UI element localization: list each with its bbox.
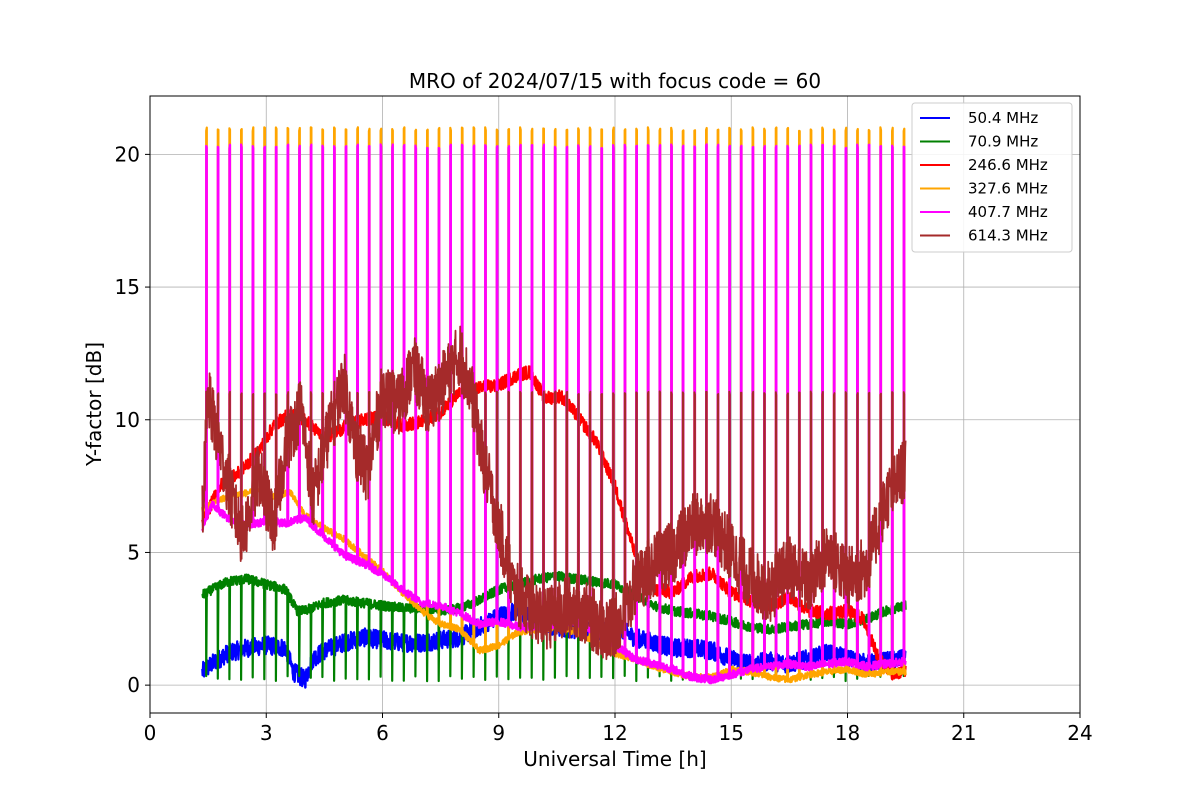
- legend-label: 70.9 MHz: [968, 133, 1038, 151]
- x-axis-label: Universal Time [h]: [523, 747, 706, 771]
- axes-frame: [149, 95, 1081, 714]
- legend-label: 614.3 MHz: [968, 227, 1048, 245]
- x-tick-label: 21: [951, 721, 976, 745]
- y-tick-label: 0: [127, 673, 140, 697]
- x-tick-label: 3: [260, 721, 273, 745]
- y-tick-label: 5: [127, 540, 140, 564]
- legend-box: [911, 102, 1073, 253]
- legend-label: 327.6 MHz: [968, 180, 1048, 198]
- x-tick-label: 18: [835, 721, 860, 745]
- legend: 50.4 MHz 70.9 MHz 246.6 MHz 327.6 MHz 40…: [911, 102, 1073, 253]
- y-tick-label: 20: [115, 142, 140, 166]
- x-tick-label: 6: [376, 721, 389, 745]
- plot-area: [201, 126, 907, 689]
- axis-ticks: 0 3 6 9 12 15 18 21 24 0 5 10 15 20: [115, 142, 1093, 745]
- y-tick-label: 15: [115, 275, 140, 299]
- x-tick-label: 24: [1067, 721, 1092, 745]
- x-tick-label: 15: [719, 721, 744, 745]
- x-tick-label: 9: [492, 721, 505, 745]
- y-tick-label: 10: [115, 408, 140, 432]
- legend-label: 50.4 MHz: [968, 109, 1038, 127]
- legend-label: 246.6 MHz: [968, 156, 1048, 174]
- x-tick-label: 0: [144, 721, 157, 745]
- y-axis-label: Y-factor [dB]: [82, 342, 106, 467]
- series-line-5: [201, 325, 907, 661]
- x-tick-label: 12: [602, 721, 627, 745]
- legend-label: 407.7 MHz: [968, 203, 1048, 221]
- chart-title: MRO of 2024/07/15 with focus code = 60: [409, 69, 821, 93]
